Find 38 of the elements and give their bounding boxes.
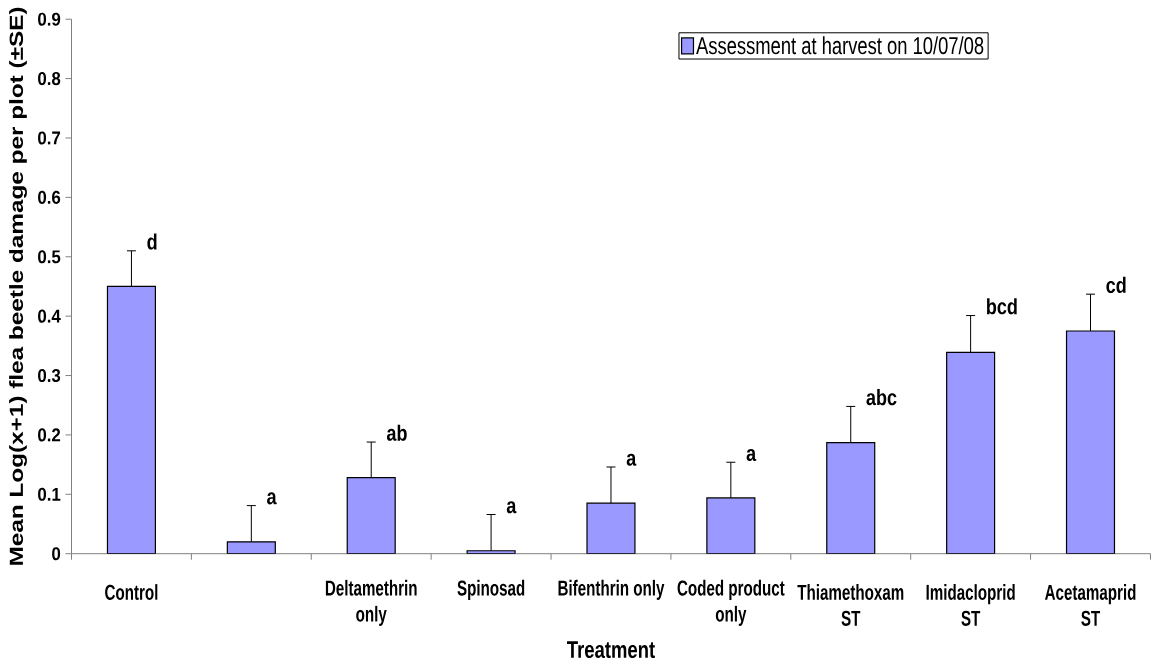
annotation: ab <box>386 424 407 441</box>
bar <box>706 497 756 554</box>
annotation: a <box>267 492 277 505</box>
x-tick-label: Deltamethrin only <box>325 579 417 626</box>
annotation: a <box>626 453 637 466</box>
y-tick-label: 0.7 <box>38 131 61 145</box>
annotation: a <box>506 501 517 514</box>
x-tick-label: Acetamaprid ST <box>1044 584 1136 626</box>
y-tick-label: 0.4 <box>38 309 61 323</box>
y-tick-label: 0 <box>52 547 61 561</box>
annotation: abc <box>866 389 897 406</box>
y-tick-label: 0.1 <box>38 487 61 501</box>
annotation: bcd <box>987 298 1017 315</box>
bar <box>106 285 157 554</box>
x-tick-label: Thiamethoxam ST <box>797 584 904 626</box>
bar <box>946 351 996 554</box>
bar <box>826 442 876 554</box>
y-tick-label: 0.9 <box>38 12 61 26</box>
x-tick-label: Spinosad <box>457 579 525 600</box>
y-tick-label: 0.8 <box>38 72 61 86</box>
x-tick-label: Imidacloprid ST <box>926 584 1015 626</box>
y-tick-label: 0.2 <box>38 428 61 442</box>
y-axis-title: Mean Log(x+1) flea beetle damage per plot (±SE) <box>9 7 27 565</box>
annotation: cd <box>1106 276 1126 293</box>
x-tick-label: Coded product only <box>677 579 785 626</box>
bar <box>1065 330 1116 554</box>
annotation: d <box>147 233 157 250</box>
y-tick-label: 0.6 <box>38 190 61 204</box>
y-tick-label: 0.3 <box>38 368 61 383</box>
annotation: a <box>746 448 757 462</box>
x-tick-label: Control <box>105 584 158 600</box>
x-axis-title: Treatment <box>567 641 655 659</box>
x-tick-label: Bifenthrin only <box>558 579 665 600</box>
bar <box>227 541 276 554</box>
bar <box>586 502 636 554</box>
y-tick-label: 0.5 <box>38 250 61 264</box>
bar <box>346 477 396 554</box>
legend-label: Assessment at harvest on 10/07/08 <box>696 36 984 55</box>
